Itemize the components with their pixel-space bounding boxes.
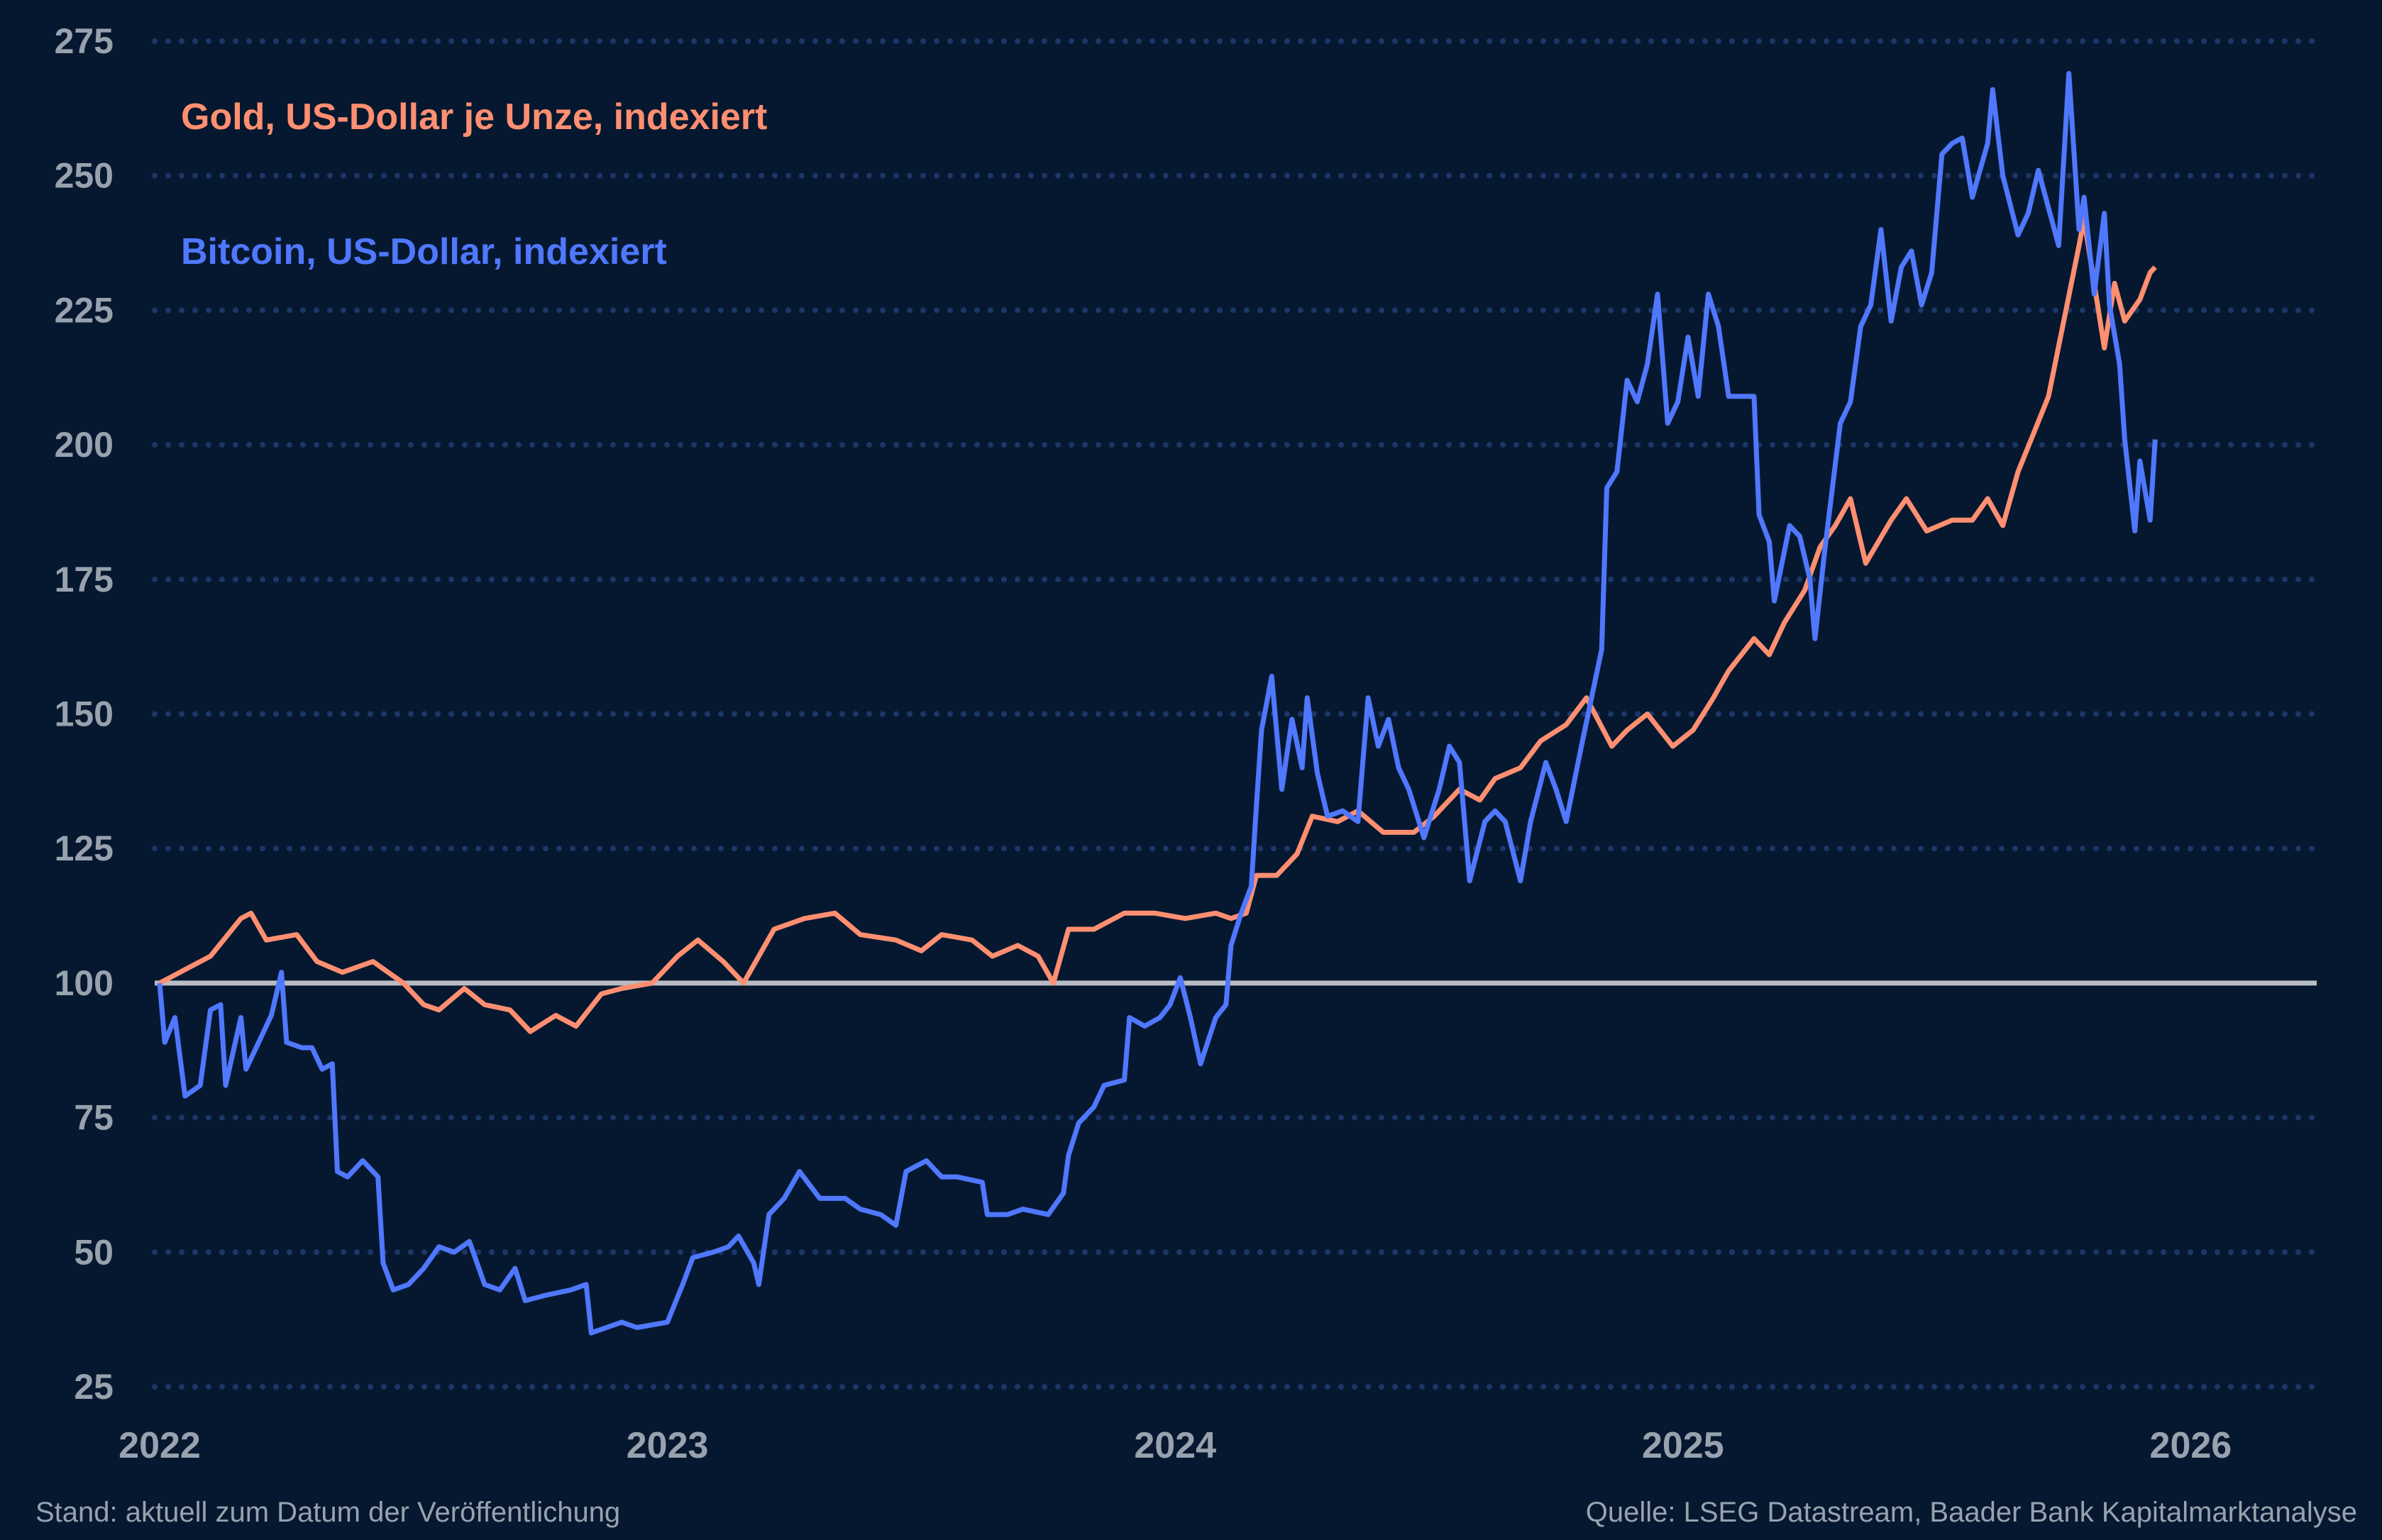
x-tick-label: 2025 [1642, 1425, 1724, 1466]
y-tick-label: 275 [55, 21, 114, 61]
y-tick-label: 100 [55, 963, 114, 1003]
x-tick-label: 2026 [2150, 1425, 2232, 1466]
footer-source: Quelle: LSEG Datastream, Baader Bank Kap… [1586, 1497, 2357, 1528]
y-tick-label: 75 [74, 1098, 114, 1138]
y-tick-label: 25 [74, 1367, 114, 1407]
x-tick-label: 2024 [1134, 1425, 1216, 1466]
y-tick-label: 125 [55, 829, 114, 868]
gold-series-line [158, 216, 2157, 1034]
x-axis-ticks: 2022 2023 2024 2025 2026 [118, 1425, 2232, 1466]
x-tick-label: 2022 [118, 1425, 201, 1466]
series-lines [157, 71, 2158, 1336]
gridlines [152, 38, 2320, 1390]
footer-date-note: Stand: aktuell zum Datum der Veröffentli… [35, 1497, 620, 1528]
y-tick-label: 250 [55, 156, 114, 196]
y-axis-ticks: 25 50 75 100 125 150 175 200 225 250 275 [55, 21, 114, 1407]
y-tick-label: 200 [55, 425, 114, 465]
y-tick-label: 150 [55, 694, 114, 734]
y-tick-label: 175 [55, 560, 114, 599]
bitcoin-series-line [157, 71, 2158, 1336]
legend-bitcoin: Bitcoin, US-Dollar, indexiert [181, 231, 667, 272]
x-tick-label: 2023 [627, 1425, 709, 1466]
y-tick-label: 225 [55, 290, 114, 330]
y-tick-label: 50 [74, 1232, 114, 1272]
legend-gold: Gold, US-Dollar je Unze, indexiert [181, 96, 767, 138]
